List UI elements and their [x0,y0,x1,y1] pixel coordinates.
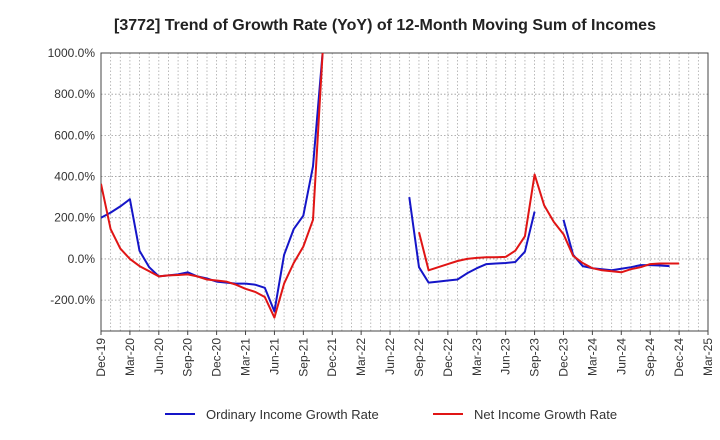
plot-frame [100,52,709,332]
y-tick-label: 0.0% [68,252,96,266]
x-tick-label: Jun-22 [383,338,397,375]
x-tick-label: Dec-23 [556,338,570,377]
x-tick-label: Jun-21 [267,338,281,375]
legend: Ordinary Income Growth Rate Net Income Gr… [165,407,617,422]
x-tick-label: Sep-22 [412,338,426,377]
y-tick-label: 1000.0% [48,46,96,60]
y-axis-ticks: 1000.0% 800.0% 600.0% 400.0% 200.0% 0.0% -200.… [48,46,96,307]
x-tick-label: Mar-23 [470,338,484,376]
legend-label: Ordinary Income Growth Rate [206,407,379,422]
series-line-segment [418,173,680,274]
series-1 [101,53,670,313]
y-tick-label: 400.0% [54,170,95,184]
chart-title: [3772] Trend of Growth Rate (YoY) of 12-… [114,17,656,34]
x-tick-label: Sep-24 [643,338,657,377]
grid-lines [101,52,708,331]
series-line-segment [408,196,536,284]
series-line-segment [101,53,324,319]
x-tick-label: Mar-24 [585,338,599,376]
y-tick-label: 800.0% [54,87,95,101]
x-tick-label: Dec-21 [325,338,339,377]
x-tick-label: Sep-20 [181,338,195,377]
x-tick-label: Jun-23 [499,338,513,375]
x-tick-label: Mar-22 [354,338,368,376]
x-tick-label: Mar-25 [701,338,715,376]
x-tick-label: Sep-23 [528,338,542,377]
series-2 [101,53,680,319]
x-axis-ticks: Dec-19 Mar-20 Jun-20 Sep-20 Dec-20 Mar-21 Jun-… [94,331,715,377]
x-tick-label: Dec-22 [441,338,455,377]
legend-label: Net Income Growth Rate [474,407,617,422]
x-tick-label: Mar-21 [239,338,253,376]
x-tick-label: Dec-19 [94,338,108,377]
x-tick-label: Jun-24 [614,338,628,375]
y-tick-label: -200.0% [50,293,95,307]
y-tick-label: 200.0% [54,211,95,225]
x-tick-label: Mar-20 [123,338,137,376]
y-tick-label: 600.0% [54,128,95,142]
x-tick-label: Dec-20 [210,338,224,377]
x-tick-label: Sep-21 [296,338,310,377]
x-tick-label: Dec-24 [672,338,686,377]
series-lines [101,53,680,319]
x-tick-label: Jun-20 [152,338,166,375]
axes [100,52,709,332]
series-line-segment [562,219,670,272]
